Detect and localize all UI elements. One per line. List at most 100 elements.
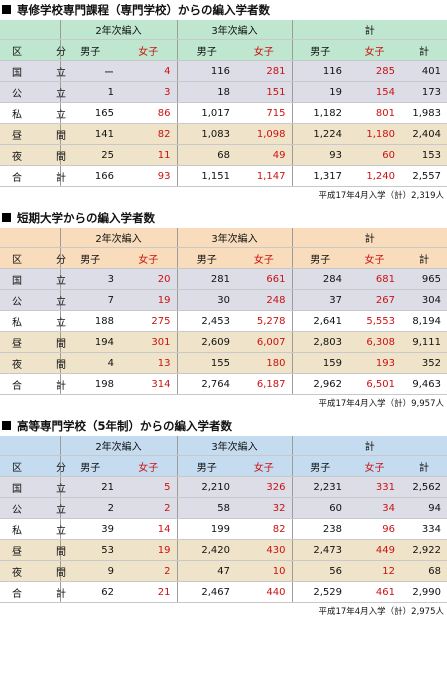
header-male-0: 男子 — [59, 247, 120, 269]
data-table: 2年次編入 3年次編入計区 分男子 女子 男子 女子 男子 女子計国 立ー 4 116 281 11… — [0, 20, 447, 187]
cell-value: 19 — [120, 289, 177, 311]
cell-value: 20 — [120, 268, 177, 290]
header-year3: 3年次編入 — [176, 436, 292, 456]
cell-value: 11 — [120, 144, 177, 166]
cell-value: 2,231 — [291, 476, 348, 498]
table-row-national: 国 立 21 5 2,210 326 2,231 331 2,562 — [0, 476, 447, 498]
row-label: 昼 間 — [0, 539, 66, 561]
cell-value: 9,463 — [401, 373, 447, 395]
header-total: 計 — [291, 228, 447, 248]
section-title-text: 専修学校専門課程（専門学校）からの編入学者数 — [17, 3, 270, 17]
cell-value: 2,210 — [176, 476, 236, 498]
header-female-5: 女子 — [348, 247, 401, 269]
cell-value: 965 — [401, 268, 447, 290]
cell-value: 68 — [401, 560, 447, 582]
cell-value: 153 — [401, 144, 447, 166]
cell-value: 173 — [401, 81, 447, 103]
cell-value: 2,609 — [176, 331, 236, 353]
header-year2: 2年次編入 — [59, 436, 177, 456]
header-female-3: 女子 — [236, 455, 292, 477]
table-row-public: 公 立 1 3 18 151 19 154 173 — [0, 81, 447, 103]
cell-value: 334 — [401, 518, 447, 540]
cell-value: 801 — [348, 102, 401, 124]
cell-value: 14 — [120, 518, 177, 540]
section-note: 平成17年4月入学（計）2,319人 — [318, 191, 444, 201]
cell-value: 281 — [236, 60, 292, 82]
header-female-1: 女子 — [120, 247, 177, 269]
header-sub-row: 区 分男子 女子 男子 女子 男子 女子計 — [0, 247, 447, 269]
cell-value: 32 — [236, 497, 292, 519]
header-male-0: 男子 — [59, 455, 120, 477]
section-note: 平成17年4月入学（計）2,975人 — [318, 607, 444, 617]
table-row-night: 夜 間 25 11 68 49 93 60 153 — [0, 144, 447, 166]
table-row-total: 合 計 62 21 2,467 440 2,529 461 2,990 — [0, 581, 447, 603]
header-male-0: 男子 — [59, 39, 120, 61]
square-bullet-icon — [2, 421, 11, 430]
cell-value: 199 — [176, 518, 236, 540]
cell-value: 62 — [59, 581, 120, 603]
row-label: 国 立 — [0, 60, 66, 82]
cell-value: 2,529 — [291, 581, 348, 603]
square-bullet-icon — [2, 5, 11, 14]
cell-value: 9 — [59, 560, 120, 582]
section-3: 高等専門学校（5年制）からの編入学者数 2年次編入 3年次編入計区 分男子 女子 男子女… — [0, 416, 447, 624]
header-year3: 3年次編入 — [176, 20, 292, 40]
cell-value: 1,017 — [176, 102, 236, 124]
cell-value: 326 — [236, 476, 292, 498]
section-title: 専修学校専門課程（専門学校）からの編入学者数 — [0, 0, 447, 20]
cell-value: 2,420 — [176, 539, 236, 561]
cell-value: 151 — [236, 81, 292, 103]
header-male-4: 男子 — [291, 39, 348, 61]
cell-value: 2 — [120, 560, 177, 582]
cell-value: 94 — [401, 497, 447, 519]
header-total: 計 — [291, 436, 447, 456]
header-total-6: 計 — [401, 39, 447, 61]
cell-value: 1,240 — [348, 165, 401, 187]
cell-value: 661 — [236, 268, 292, 290]
cell-value: 449 — [348, 539, 401, 561]
cell-value: 1,983 — [401, 102, 447, 124]
cell-value: 18 — [176, 81, 236, 103]
section-2: 短期大学からの編入学者数 2年次編入 3年次編入計区 分男子 女子 男子 女子 男子 女子計国… — [0, 208, 447, 416]
header-blank — [0, 20, 60, 40]
row-label: 合 計 — [0, 581, 66, 603]
section-title: 高等専門学校（5年制）からの編入学者数 — [0, 416, 447, 436]
row-label: 合 計 — [0, 165, 66, 187]
header-blank — [0, 436, 60, 456]
cell-value: 93 — [291, 144, 348, 166]
header-group-row: 2年次編入 3年次編入計 — [0, 436, 447, 456]
cell-value: 2,473 — [291, 539, 348, 561]
cell-value: 281 — [176, 268, 236, 290]
cell-value: 58 — [176, 497, 236, 519]
cell-value: 86 — [120, 102, 177, 124]
header-total-6: 計 — [401, 247, 447, 269]
section-title-text: 短期大学からの編入学者数 — [17, 211, 155, 225]
cell-value: 314 — [120, 373, 177, 395]
cell-value: 82 — [236, 518, 292, 540]
header-male-2: 男子 — [176, 455, 236, 477]
cell-value: 6,308 — [348, 331, 401, 353]
cell-value: 96 — [348, 518, 401, 540]
header-group-row: 2年次編入 3年次編入計 — [0, 20, 447, 40]
cell-value: 248 — [236, 289, 292, 311]
header-sub-row: 区 分男子 女子 男子 女子 男子 女子計 — [0, 455, 447, 477]
cell-value: 715 — [236, 102, 292, 124]
cell-value: 116 — [176, 60, 236, 82]
section-title-text: 高等専門学校（5年制）からの編入学者数 — [17, 419, 232, 433]
row-label: 昼 間 — [0, 331, 66, 353]
header-female-1: 女子 — [120, 39, 177, 61]
cell-value: 116 — [291, 60, 348, 82]
cell-value: 3 — [120, 81, 177, 103]
cell-value: 3 — [59, 268, 120, 290]
cell-value: 2,764 — [176, 373, 236, 395]
header-male-4: 男子 — [291, 455, 348, 477]
header-category: 区 分 — [0, 39, 66, 61]
table-row-national: 国 立 3 20 281 661 284 681 965 — [0, 268, 447, 290]
cell-value: 6,187 — [236, 373, 292, 395]
cell-value: 5 — [120, 476, 177, 498]
cell-value: 6,501 — [348, 373, 401, 395]
cell-value: 9,111 — [401, 331, 447, 353]
header-sub-row: 区 分男子 女子 男子 女子 男子 女子計 — [0, 39, 447, 61]
row-label: 国 立 — [0, 476, 66, 498]
cell-value: 49 — [236, 144, 292, 166]
